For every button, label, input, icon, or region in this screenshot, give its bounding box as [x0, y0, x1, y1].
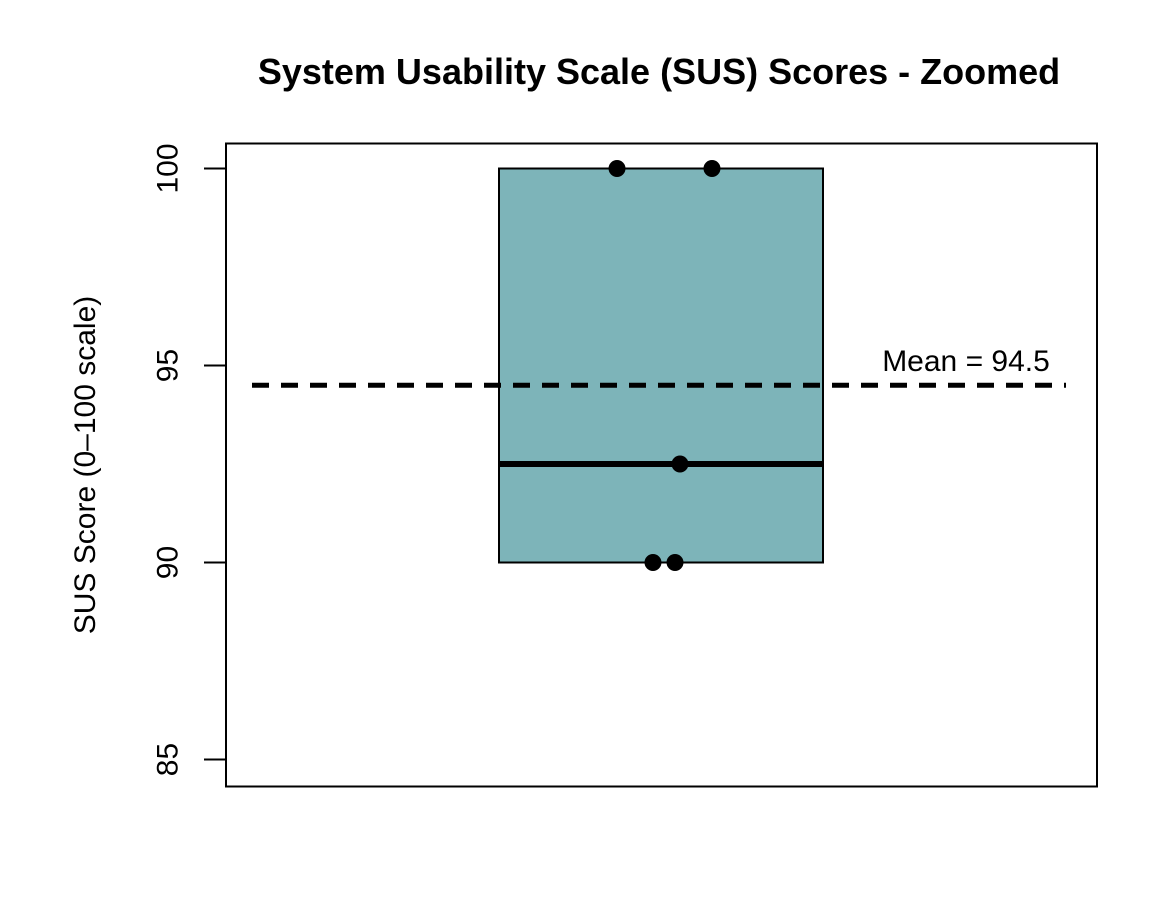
y-axis-label: SUS Score (0–100 scale)	[69, 296, 102, 635]
y-tick-label: 95	[152, 349, 185, 382]
chart-title: System Usability Scale (SUS) Scores - Zo…	[258, 51, 1060, 92]
data-point	[671, 455, 689, 473]
y-tick-label: 100	[152, 143, 185, 193]
y-tick-label: 90	[152, 546, 185, 579]
plot-area: 100 95 90 85	[152, 142, 1098, 788]
data-point	[703, 160, 721, 177]
y-tick-label: 85	[152, 743, 185, 776]
boxplot-box	[498, 167, 824, 564]
plot-frame	[225, 142, 1098, 788]
data-point	[666, 554, 684, 571]
mean-annotation-label: Mean = 94.5	[882, 345, 1050, 378]
data-point	[644, 554, 662, 571]
data-point	[608, 160, 626, 177]
